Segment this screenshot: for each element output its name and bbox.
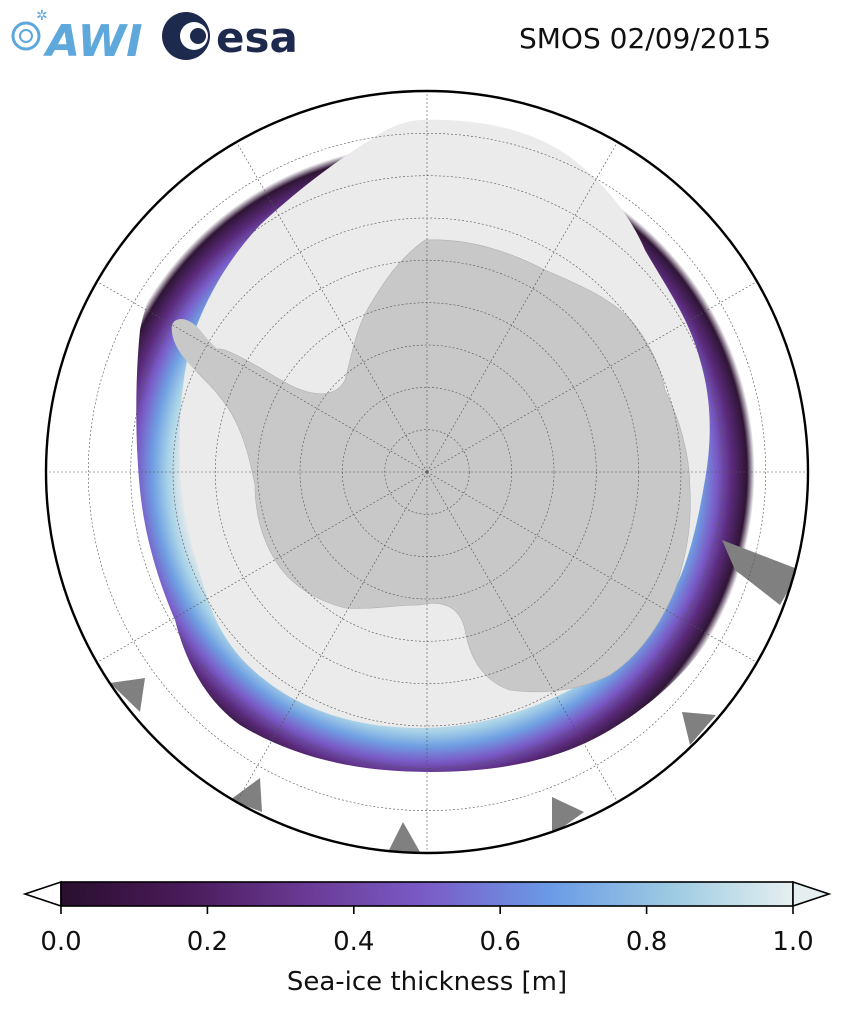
graticule-meridian: [426, 471, 618, 803]
map-boundary: [44, 89, 810, 855]
antarctica-landmass: [193, 239, 691, 693]
colorbar-tick-label: 0.6: [480, 927, 521, 957]
graticule-parallel: [215, 259, 639, 684]
graticule-meridian: [236, 141, 428, 473]
graticule: [46, 91, 808, 853]
polar-map: [44, 89, 810, 855]
no-data-wedge: [110, 678, 145, 712]
colorbar-tick-label: 0.8: [626, 927, 667, 957]
graticule-meridian: [426, 471, 758, 663]
colorbar-gradient: [60, 881, 794, 907]
colorbar-tick-label: 0.4: [333, 927, 374, 957]
no-data-wedge: [682, 712, 716, 745]
graticule-parallel: [384, 429, 470, 515]
graticule-parallel: [299, 344, 555, 600]
no-data-wedge: [552, 797, 584, 835]
no-data-wedge: [230, 778, 262, 812]
colorbar-tick-label: 0.2: [187, 927, 228, 957]
awi-logo: ✲ AWI: [11, 8, 143, 66]
colorbar-tick-label: 1.0: [772, 927, 813, 957]
colorbar-extend-high: [792, 880, 832, 908]
graticule-meridian: [96, 471, 428, 663]
esa-logo-text: esa: [216, 13, 298, 62]
colorbar-tick-label: 0.0: [40, 927, 81, 957]
graticule-meridian: [426, 281, 758, 473]
colorbar: 0.0 0.2 0.4 0.6 0.8 1.0 Sea-ice thickness [m]: [22, 880, 832, 997]
colorbar-ticks: 0.0 0.2 0.4 0.6 0.8 1.0: [40, 906, 814, 957]
antarctic-peninsula: [171, 318, 240, 381]
awi-logo-text: AWI: [43, 16, 143, 66]
colorbar-extend-low: [22, 880, 62, 908]
awi-snowflake-icon: ✲: [36, 8, 48, 24]
no-data-wedge: [388, 822, 420, 852]
logos: ✲ AWI esa: [11, 8, 298, 66]
colorbar-label: Sea-ice thickness [m]: [287, 967, 567, 997]
graticule-parallel: [87, 132, 767, 812]
graticule-meridian: [236, 471, 428, 803]
esa-logo: esa: [162, 12, 298, 62]
map-title: SMOS 02/09/2015: [519, 22, 772, 55]
graticule-meridian: [426, 141, 618, 473]
no-data-wedge: [722, 540, 800, 605]
graticule-meridian: [96, 281, 428, 473]
